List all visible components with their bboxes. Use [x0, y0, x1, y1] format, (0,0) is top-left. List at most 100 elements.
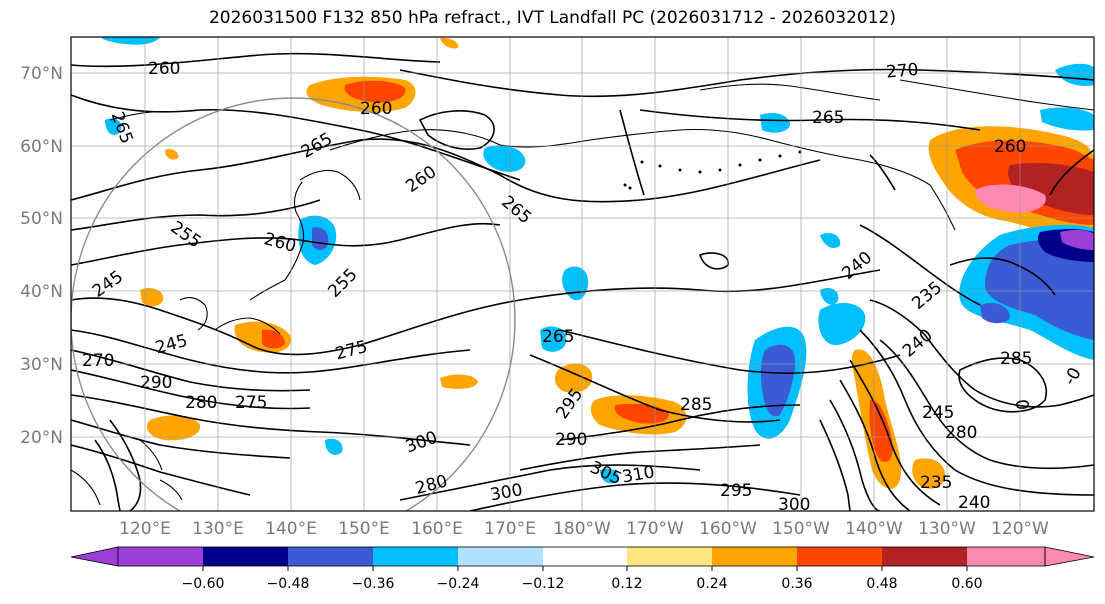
positive-anomaly-wpac	[146, 415, 201, 441]
colorbar-swatch	[118, 547, 203, 566]
colorbar: −0.60 −0.48 −0.36 −0.24 −0.12 0.12 0.24 …	[70, 546, 1095, 592]
colorbar-tick-label: −0.48	[267, 576, 310, 592]
lon-label: 120°W	[991, 519, 1049, 539]
lon-label: 150°W	[772, 519, 830, 539]
negative-anomaly-soj-core	[312, 227, 329, 251]
colorbar-tick-label: −0.36	[352, 576, 395, 592]
contour-label: 280	[945, 423, 977, 443]
map-title: 2026031500 F132 850 hPa refract., IVT La…	[208, 8, 896, 28]
contour-label: 275	[235, 393, 267, 413]
lat-label: 30°N	[20, 355, 63, 375]
colorbar-tick-label: −0.12	[522, 576, 565, 592]
region-circle	[71, 97, 516, 511]
positive-anomaly-misc-1	[440, 374, 478, 389]
map-frame	[70, 36, 1095, 512]
positive-anomaly-arctic-core	[344, 80, 406, 103]
contour-label: 290	[555, 430, 587, 450]
colorbar-extend-low	[70, 546, 119, 567]
negative-anomaly-misc-2	[820, 233, 841, 248]
lon-label: 150°E	[338, 519, 390, 539]
contour-label: 290	[140, 373, 172, 393]
positive-anomaly-subtropics-core	[869, 399, 893, 462]
longitude-labels: 120°E 130°E 140°E 150°E 160°E 170°E 180°…	[119, 519, 1049, 539]
lat-label: 40°N	[20, 282, 63, 302]
lat-label: 70°N	[20, 64, 63, 84]
negative-anomaly-central-4	[540, 326, 567, 352]
contour-label: 285	[1000, 349, 1032, 369]
negative-anomaly-nepac-core	[985, 239, 1094, 340]
contour-lines	[71, 52, 1094, 511]
island-chain	[623, 150, 802, 190]
negative-anomaly-misc-5	[325, 438, 343, 455]
negative-anomaly-arctic-2	[760, 113, 790, 133]
lon-label: 130°E	[192, 519, 244, 539]
negative-anomaly-arctic-4	[105, 118, 122, 135]
lon-label: 130°W	[918, 519, 976, 539]
gridlines	[71, 37, 1094, 511]
colorbar-swatch	[203, 547, 288, 566]
colorbar-tick-label: −0.24	[437, 576, 480, 592]
colorbar-tick-label: 0.48	[866, 576, 897, 592]
positive-anomaly-hawaii	[912, 458, 945, 489]
contour-label: 0	[1011, 398, 1032, 411]
negative-anomaly-central-core	[760, 344, 795, 417]
colorbar-swatch	[882, 547, 967, 566]
colorbar-tick-label: 0.12	[611, 576, 642, 592]
colorbar-swatch	[458, 547, 543, 566]
contour-label: 265	[812, 108, 844, 128]
colorbar-swatch	[627, 547, 712, 566]
lon-label: 170°E	[484, 519, 536, 539]
negative-anomaly-misc-3	[980, 303, 1010, 324]
contour-label: 260	[360, 99, 392, 119]
colorbar-swatch	[967, 547, 1045, 566]
lat-label: 60°N	[20, 137, 63, 157]
latitude-labels: 70°N 60°N 50°N 40°N 30°N 20°N	[20, 64, 63, 448]
contour-label: 270	[82, 351, 114, 371]
colorbar-swatch	[543, 547, 627, 566]
negative-anomaly-central-2	[818, 303, 866, 345]
lon-label: 140°E	[265, 519, 317, 539]
contour-label: 300	[778, 495, 810, 515]
negative-anomaly-nepac-peak	[1060, 229, 1094, 250]
colorbar-swatch	[373, 547, 458, 566]
colorbar-swatch	[797, 547, 882, 566]
contour-label: 260	[148, 59, 180, 79]
contour-label: 270	[885, 60, 919, 83]
contour-label: 285	[680, 395, 712, 415]
negative-anomaly-arctic-3	[1040, 107, 1094, 131]
coastlines	[71, 79, 1094, 506]
negative-anomaly-misc-1	[820, 288, 839, 305]
colorbar-swatch	[712, 547, 797, 566]
colorbar-swatch	[288, 547, 373, 566]
negative-anomaly-arctic	[483, 145, 526, 172]
colorbar-frame	[117, 546, 1046, 567]
lat-label: 50°N	[20, 209, 63, 229]
lon-label: 120°E	[119, 519, 171, 539]
lon-label: 180°W	[553, 519, 611, 539]
positive-anomaly-japan-core	[262, 329, 285, 349]
contour-label: 295	[720, 481, 752, 501]
positive-anomaly-misc-2	[165, 149, 179, 160]
positive-anomaly-misc-3	[440, 37, 459, 49]
contour-label: 280	[185, 393, 217, 413]
positive-anomaly-nepac-max	[1008, 162, 1094, 215]
lon-label: 160°W	[699, 519, 757, 539]
colorbar-tick-label: 0.60	[951, 576, 982, 592]
negative-anomaly-arctic-5	[1055, 63, 1094, 86]
contour-label: 260	[994, 137, 1026, 157]
lon-label: 140°W	[845, 519, 903, 539]
positive-anomaly-wpac-2	[140, 288, 164, 307]
positive-anomaly-nepac-peak	[975, 184, 1046, 213]
colorbar-tick-label: −0.60	[182, 576, 225, 592]
lon-label: 160°E	[411, 519, 463, 539]
lat-label: 20°N	[20, 428, 63, 448]
contour-label: 235	[920, 473, 952, 493]
colorbar-tick-label: 0.24	[696, 576, 727, 592]
positive-anomaly-midpac-2	[554, 363, 593, 393]
colorbar-extend-high	[1044, 546, 1095, 567]
colorbar-tick-label: 0.36	[781, 576, 812, 592]
lon-label: 170°W	[626, 519, 684, 539]
contour-label: 245	[922, 403, 954, 423]
contour-label: 240	[958, 493, 990, 513]
